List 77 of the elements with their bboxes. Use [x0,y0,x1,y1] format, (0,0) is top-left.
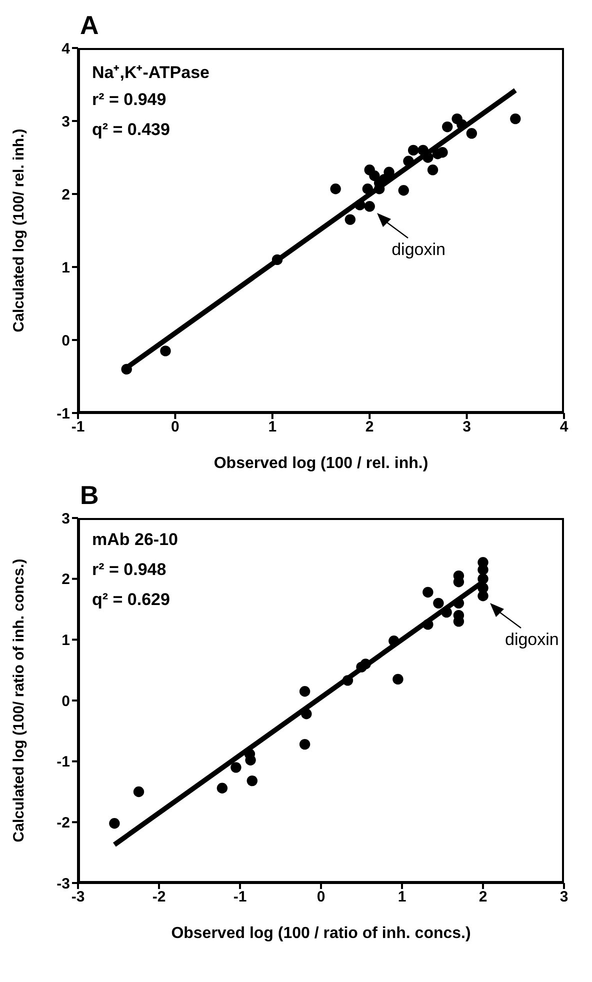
annotation: r² = 0.949 [92,90,166,110]
y-tick-label: -3 [56,875,70,892]
y-tick-label: 4 [62,40,71,58]
point [398,185,409,196]
y-axis-title: Calculated log (100/ ratio of inh. concs.) [10,558,28,842]
x-tick-label: 3 [560,888,568,906]
point [360,658,371,670]
x-axis-title: Observed log (100 / ratio of inh. concs.) [171,925,471,942]
point [299,686,310,697]
y-tick-label: 1 [62,632,70,649]
x-tick-label: 1 [398,888,406,906]
point [427,164,438,176]
annotation: q² = 0.439 [92,120,170,140]
point [478,590,488,602]
y-tick-label: 2 [62,571,70,588]
point [216,782,228,794]
y-tick-label: 0 [62,692,70,710]
point [301,708,312,720]
annotation: mAb 26-10 [92,530,178,550]
x-tick-label: 2 [478,888,488,906]
point [478,573,488,584]
point [441,606,452,618]
point [369,170,380,182]
point [342,675,354,686]
point [403,156,414,166]
y-tick-label: 3 [62,113,70,130]
point [121,364,132,375]
point [364,201,375,212]
point [246,775,258,786]
point [384,166,394,178]
y-tick-label: -2 [56,814,70,832]
x-tick-label: 3 [462,418,471,436]
chart-title: B [80,480,99,511]
point [418,144,428,156]
annotation: digoxin [392,240,446,260]
point [422,586,434,598]
point [392,674,404,685]
point [437,147,448,158]
x-tick-label: 2 [365,418,374,436]
point [433,598,444,609]
x-tick-label: 0 [316,888,326,906]
x-tick-label: 0 [171,418,180,436]
point [344,214,356,225]
y-tick-label: 2 [62,186,70,204]
point [388,636,400,646]
annotation: q² = 0.629 [92,590,170,610]
point [330,184,341,194]
point [466,128,478,139]
annotation: Na⁺,K⁺-ATPase [92,62,210,83]
point [422,152,434,163]
point [133,786,144,798]
point [422,619,434,630]
y-tick-label: 3 [62,510,70,528]
point [230,762,242,773]
x-tick-label: 1 [268,418,277,436]
y-tick-label: 0 [62,332,70,350]
point [510,113,521,124]
point [456,119,468,130]
chart-title: A [80,10,99,41]
y-tick-label: -1 [56,405,70,422]
annotation: digoxin [505,630,559,650]
x-tick-label: -1 [233,888,247,906]
point [109,818,120,829]
annotation: r² = 0.948 [92,560,166,580]
x-tick-label: -2 [152,888,166,906]
x-tick-label: 4 [560,418,569,436]
point [272,254,283,266]
point [299,738,310,750]
point [442,122,453,132]
y-axis-title: Calculated log (100/ rel. inh.) [10,128,28,332]
y-tick-label: -1 [56,754,70,771]
point [408,144,419,156]
x-axis-title: Observed log (100 / rel. inh.) [214,455,428,472]
point [362,184,374,194]
point [354,200,366,210]
y-tick-label: 1 [62,259,70,276]
point [160,346,171,356]
